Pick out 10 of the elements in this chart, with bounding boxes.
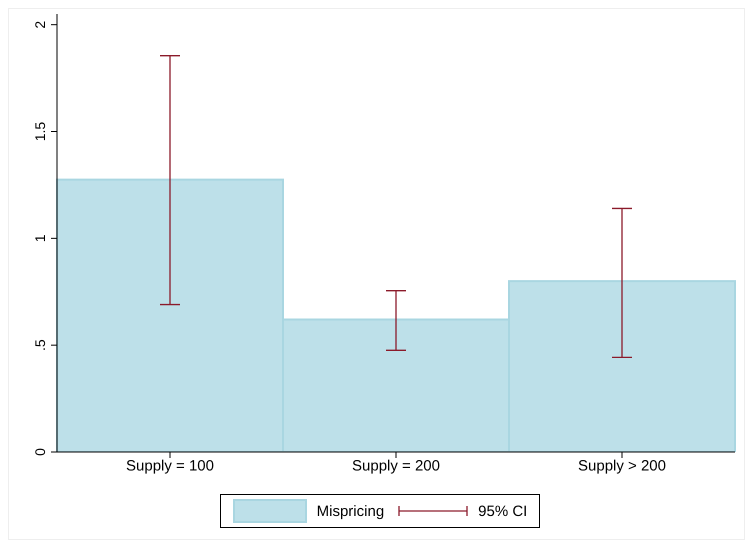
y-tick-label: .5: [32, 339, 48, 352]
x-tick-label: Supply = 200: [352, 458, 440, 475]
y-tick-label: 1: [32, 234, 48, 242]
x-tick-label: Supply > 200: [578, 458, 666, 475]
legend-label: Mispricing: [316, 502, 384, 522]
y-tick-label: 1.5: [32, 122, 48, 142]
y-tick-label: 2: [32, 20, 48, 29]
y-tick-label: 0: [32, 448, 48, 456]
x-tick-label: Supply = 100: [126, 458, 214, 475]
text: 95% CI: [477, 502, 528, 520]
